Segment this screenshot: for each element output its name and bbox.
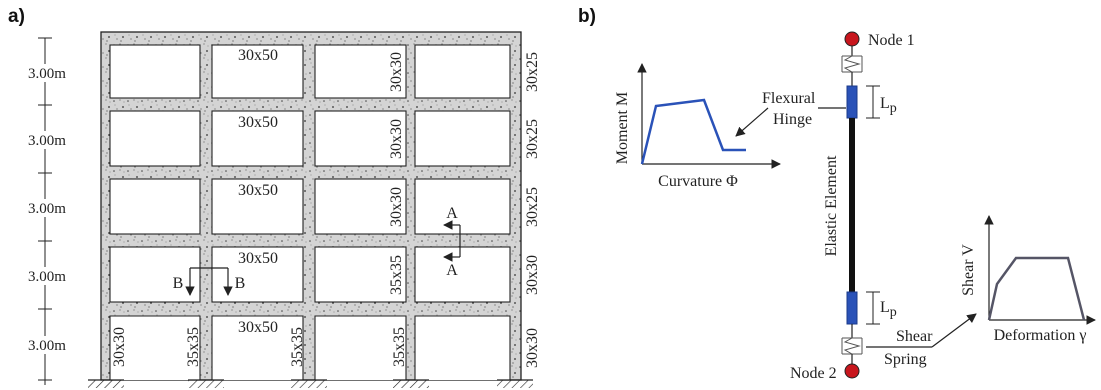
story-height-5: 3.00m (28, 66, 66, 82)
lp-top (866, 85, 880, 119)
ext-col-size-3: 30x25 (524, 187, 541, 227)
beam-size-1: 30x50 (238, 319, 278, 336)
section-cut-a (443, 220, 461, 262)
moment-curve (640, 98, 746, 165)
beam-size-4: 30x50 (238, 114, 278, 131)
curvature-axis-label: Curvature Φ (658, 173, 738, 190)
interior-column-sizes: 30x30 30x30 30x30 35x35 (388, 52, 405, 295)
support-3 (291, 379, 327, 388)
panel-a-label: a) (8, 6, 25, 27)
spring-label: Spring (884, 351, 927, 368)
ext-col-size-1: 30x30 (524, 328, 541, 368)
ground-col-size-4: 35x35 (391, 327, 408, 367)
moment-axis-label: Moment M (614, 92, 631, 164)
exterior-column-sizes: 30x25 30x25 30x25 30x30 30x30 (524, 52, 541, 368)
lp-bottom (866, 291, 880, 325)
flexural-label: Flexural (762, 90, 816, 107)
support-1 (88, 379, 124, 388)
beam-sizes: 30x50 30x50 30x50 30x50 30x50 (238, 47, 278, 336)
ext-col-size-4: 30x25 (524, 119, 541, 159)
shear-leader (866, 313, 977, 348)
shear-curve (987, 256, 1086, 321)
node-2-marker (844, 363, 860, 379)
story-height-1: 3.00m (28, 338, 66, 354)
deformation-axis-label: Deformation γ (994, 327, 1087, 344)
lp-bottom-label: Lp (880, 299, 897, 320)
ext-col-size-2: 30x30 (524, 255, 541, 295)
ext-col-size-5: 30x25 (524, 52, 541, 92)
beam-size-2: 30x50 (238, 250, 278, 267)
frame (100, 31, 522, 381)
top-spring (841, 55, 863, 73)
col-size-4: 30x30 (388, 119, 405, 159)
shear-label: Shear (896, 328, 933, 345)
story-height-4: 3.00m (28, 133, 66, 149)
fixed-supports (88, 379, 533, 388)
bottom-flexural-hinge (846, 291, 858, 325)
story-height-3: 3.00m (28, 201, 66, 217)
ground-column-sizes: 30x30 35x35 35x35 35x35 (111, 327, 408, 367)
elastic-element (849, 118, 855, 292)
node-1-marker (844, 31, 860, 47)
ground-col-size-2: 35x35 (185, 327, 202, 367)
beam-size-5: 30x50 (238, 47, 278, 64)
hinge-label: Hinge (773, 111, 812, 128)
node-1-label: Node 1 (868, 32, 915, 49)
section-b-label-left: B (173, 275, 184, 292)
section-a-label-top: A (446, 205, 458, 222)
col-size-5: 30x30 (388, 52, 405, 92)
lp-top-label: Lp (880, 95, 897, 116)
beam-size-3: 30x50 (238, 182, 278, 199)
support-5 (497, 379, 533, 388)
bottom-spring (841, 337, 863, 355)
elastic-element-label: Elastic Element (823, 155, 840, 256)
element-assembly (841, 31, 863, 379)
top-flexural-hinge (846, 85, 858, 119)
ground-col-size-3: 35x35 (289, 327, 306, 367)
section-a-label-bottom: A (446, 262, 458, 279)
shear-deformation-plot (984, 215, 1096, 325)
support-2 (188, 379, 224, 388)
section-cut-b (185, 267, 233, 296)
section-b-label-right: B (235, 275, 246, 292)
panel-b-label: b) (578, 6, 596, 27)
node-2-label: Node 2 (790, 365, 837, 382)
story-heights: 3.00m 3.00m 3.00m 3.00m 3.00m (22, 64, 72, 354)
ground-col-size-1: 30x30 (111, 327, 128, 367)
flexural-leader (735, 107, 846, 137)
moment-curvature-plot (637, 63, 781, 169)
story-height-2: 3.00m (28, 269, 66, 285)
col-size-2: 35x35 (388, 255, 405, 295)
col-size-3: 30x30 (388, 187, 405, 227)
shear-axis-label: Shear V (960, 244, 977, 296)
support-4 (393, 379, 429, 388)
